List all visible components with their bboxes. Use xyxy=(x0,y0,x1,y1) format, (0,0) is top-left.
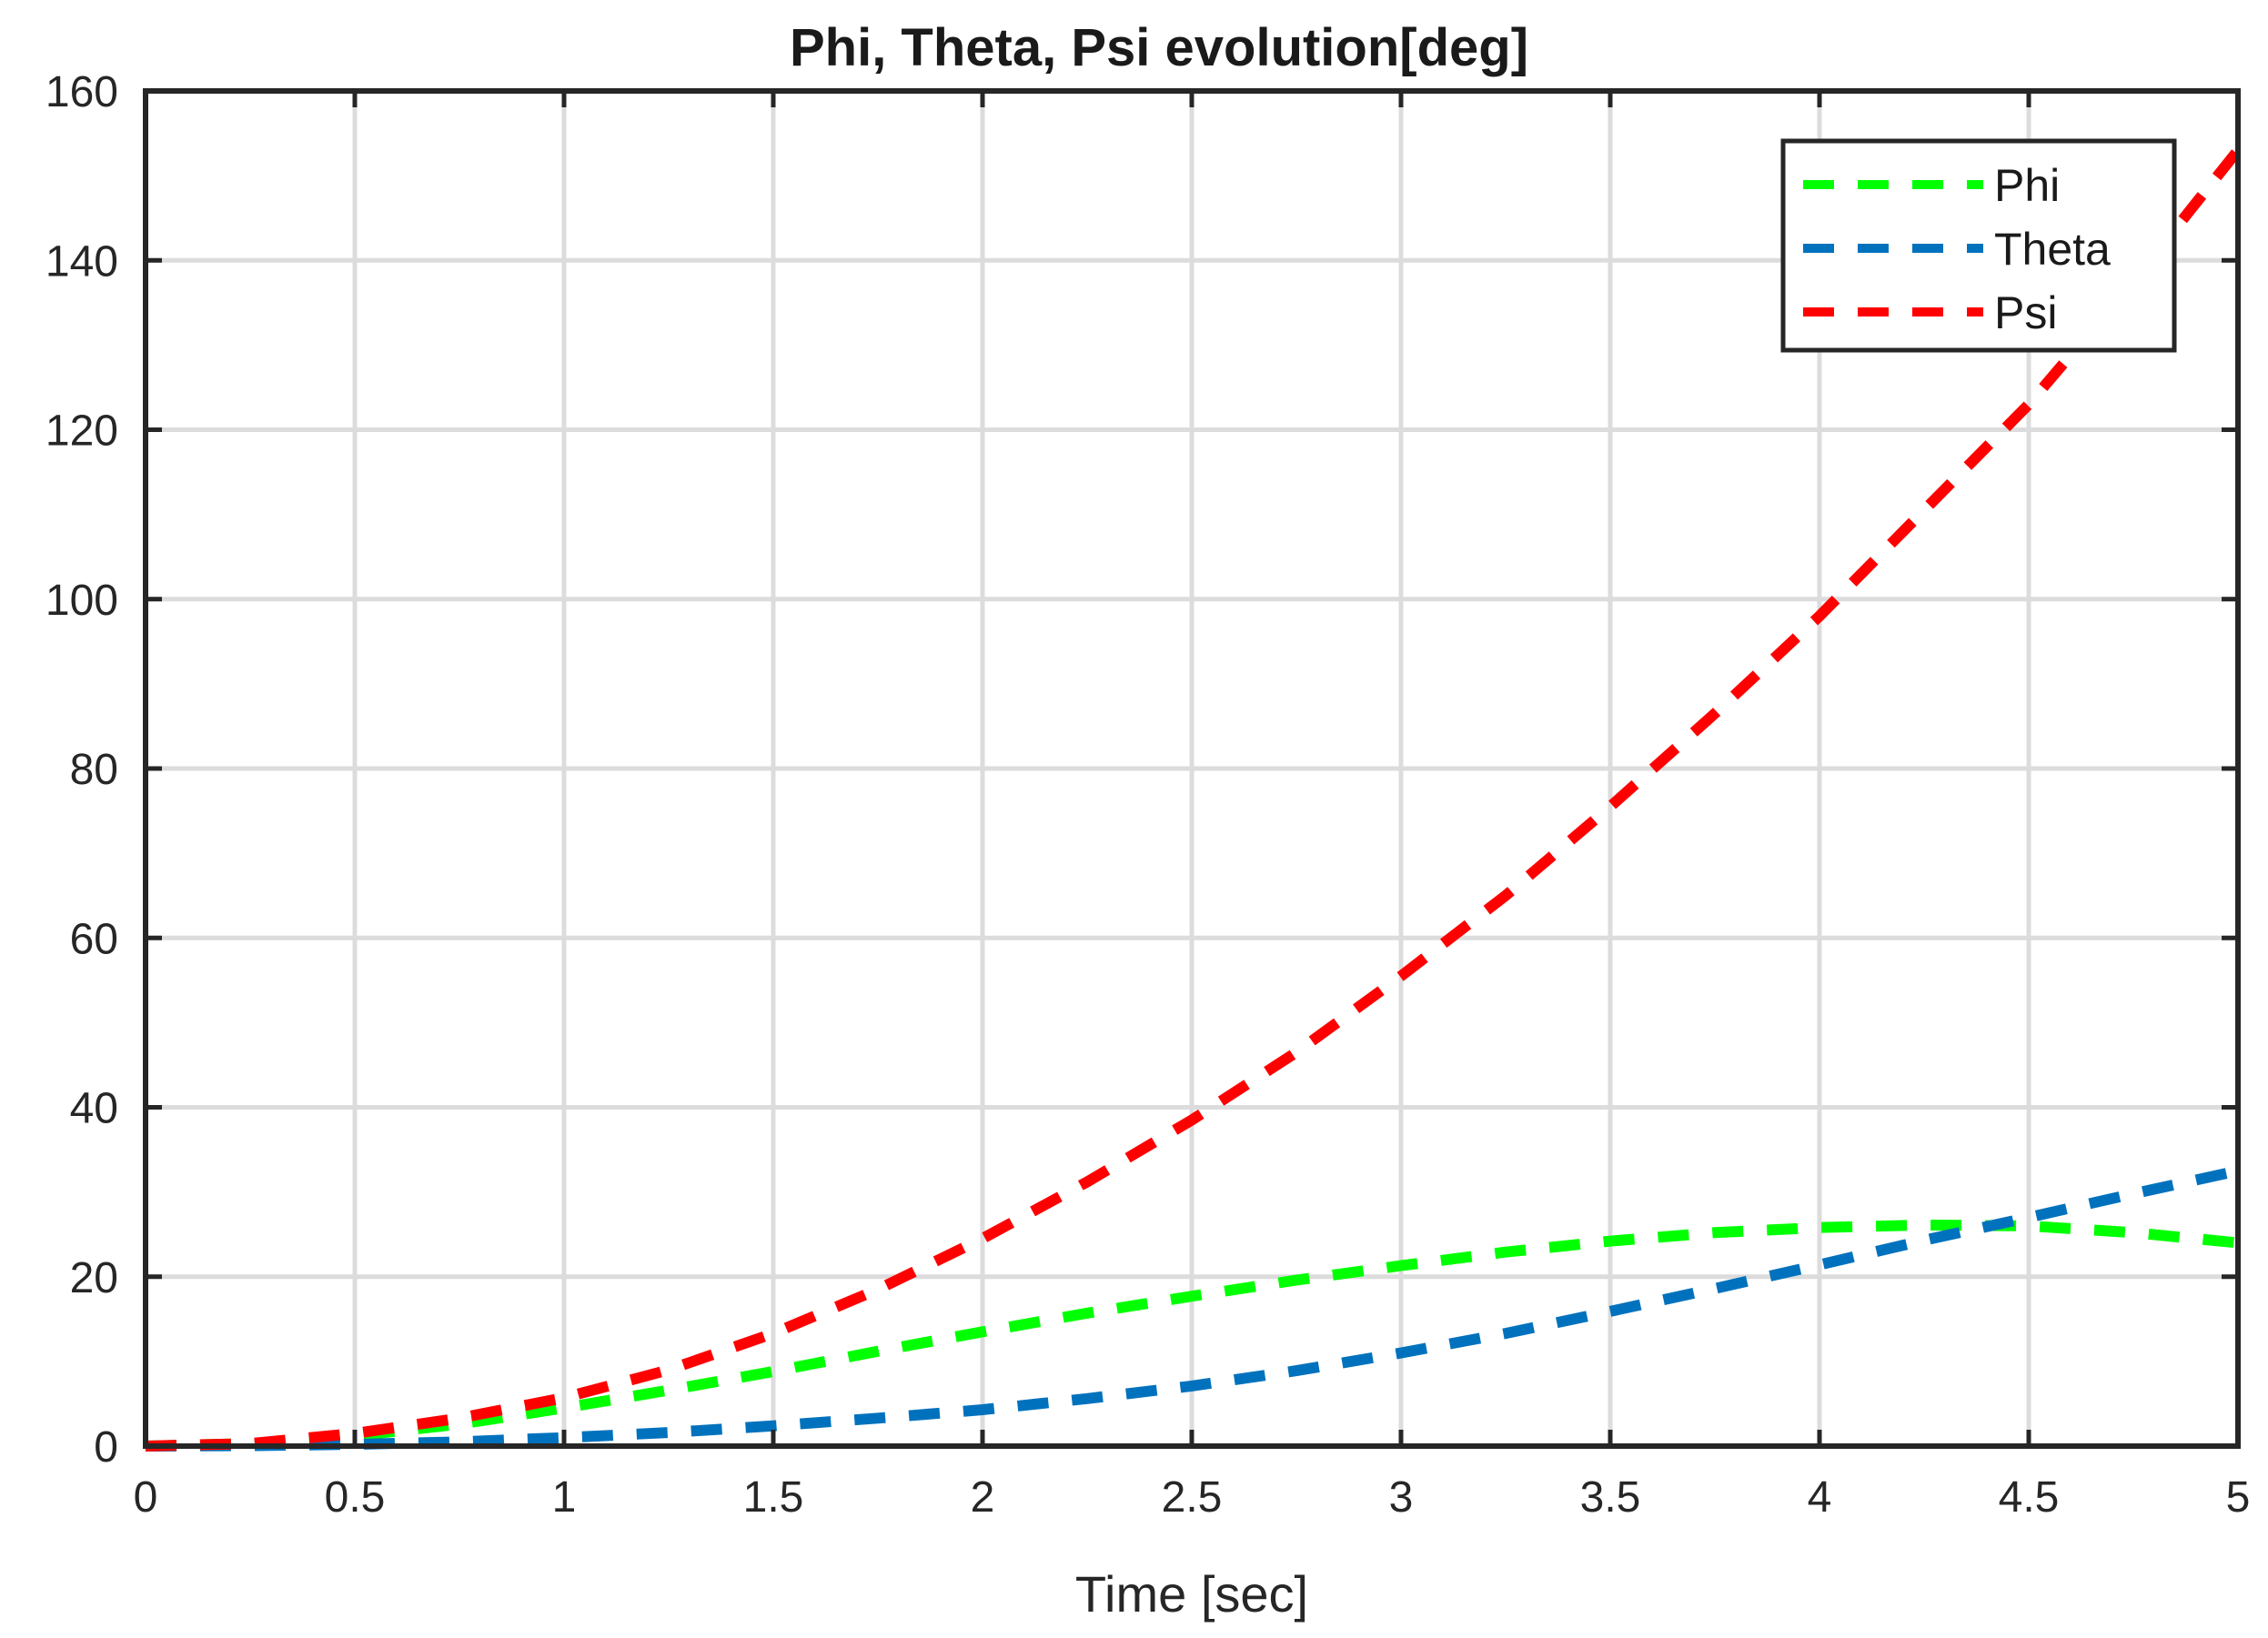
x-tick-label: 2.5 xyxy=(1162,1473,1223,1522)
y-tick-label: 160 xyxy=(45,68,118,116)
legend: Phi Theta Psi xyxy=(1780,138,2177,353)
y-tick-label: 80 xyxy=(70,746,118,794)
y-tick-label: 40 xyxy=(70,1085,118,1133)
legend-label-phi: Phi xyxy=(1994,160,2060,211)
x-tick-label: 4.5 xyxy=(1999,1473,2060,1522)
series-line-phi xyxy=(145,1219,2239,1452)
ticks: 0 0.5 1 1.5 2 2.5 3 3.5 4 4.5 5 0 20 40 60 80 100 120 140 1… xyxy=(45,68,2250,1522)
series-line-psi xyxy=(145,146,2243,1452)
legend-label-psi: Psi xyxy=(1994,287,2057,338)
y-tick-label: 100 xyxy=(45,577,118,625)
y-tick-label: 0 xyxy=(94,1423,118,1472)
chart-title: Phi, Theta, Psi evolution[deg] xyxy=(790,18,1528,77)
x-tick-label: 3.5 xyxy=(1580,1473,1641,1522)
y-tick-label: 140 xyxy=(45,237,118,286)
x-tick-label: 0 xyxy=(134,1473,158,1522)
x-tick-label: 1.5 xyxy=(743,1473,804,1522)
y-tick-label: 20 xyxy=(70,1254,118,1302)
y-tick-label: 120 xyxy=(45,407,118,456)
x-tick-label: 3 xyxy=(1389,1473,1414,1522)
series-line-theta xyxy=(145,1165,2240,1452)
series-group xyxy=(145,146,2243,1452)
x-axis-label: Time [sec] xyxy=(1075,1565,1308,1623)
x-tick-label: 0.5 xyxy=(325,1473,386,1522)
x-tick-label: 1 xyxy=(552,1473,577,1522)
legend-label-theta: Theta xyxy=(1994,224,2111,275)
x-tick-label: 2 xyxy=(971,1473,995,1522)
y-tick-label: 60 xyxy=(70,915,118,963)
x-tick-label: 5 xyxy=(2226,1473,2251,1522)
x-tick-label: 4 xyxy=(1808,1473,1832,1522)
